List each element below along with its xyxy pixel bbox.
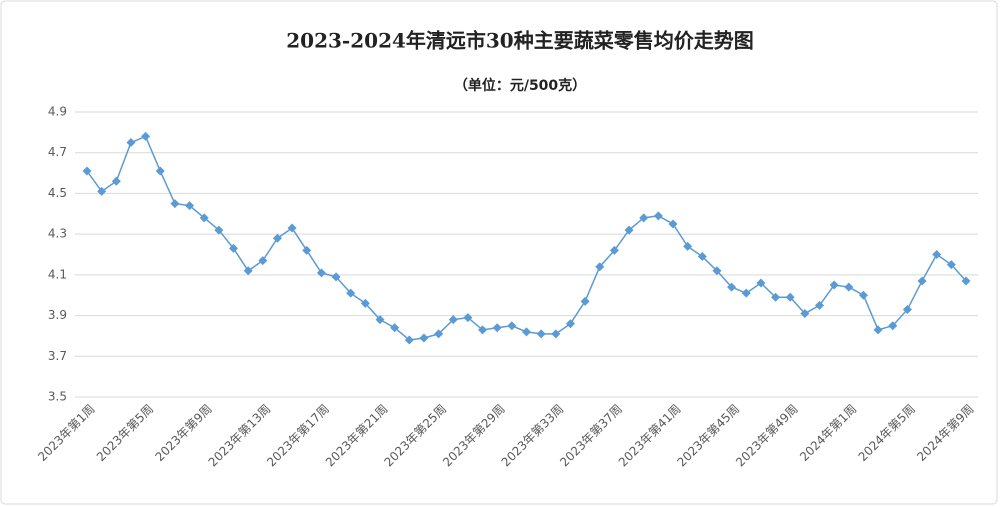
marker [683, 241, 693, 251]
marker [946, 260, 956, 270]
marker [243, 266, 253, 276]
marker [785, 292, 795, 302]
marker [902, 304, 912, 314]
y-tick-label: 4.1 [48, 267, 67, 281]
y-tick-label: 3.9 [48, 308, 67, 322]
marker [653, 211, 663, 221]
marker [771, 292, 781, 302]
marker [214, 225, 224, 235]
marker [829, 280, 839, 290]
marker [844, 282, 854, 292]
marker [404, 335, 414, 345]
marker [565, 319, 575, 329]
marker [463, 313, 473, 323]
marker [507, 321, 517, 331]
marker [639, 213, 649, 223]
marker [199, 213, 209, 223]
y-tick-label: 3.7 [48, 349, 67, 363]
marker [141, 131, 151, 141]
marker [287, 223, 297, 233]
chart-title: 2023-2024年清远市30种主要蔬菜零售均价走势图 [286, 29, 753, 53]
marker [536, 329, 546, 339]
marker [932, 250, 942, 259]
marker [185, 201, 195, 211]
chart-subtitle: （单位：元/500克） [454, 77, 586, 94]
marker [316, 268, 326, 278]
marker [272, 233, 282, 243]
marker [727, 282, 737, 292]
marker [155, 166, 165, 176]
y-tick-label: 4.5 [48, 186, 67, 200]
marker [858, 290, 868, 300]
marker [595, 262, 605, 272]
marker [756, 278, 766, 288]
marker [741, 288, 751, 298]
marker [448, 315, 458, 325]
y-tick-label: 4.7 [48, 145, 67, 159]
marker [170, 199, 180, 209]
marker [522, 327, 531, 337]
marker [712, 266, 722, 276]
marker [390, 323, 400, 333]
marker [478, 325, 488, 335]
marker [258, 256, 268, 266]
marker [331, 272, 341, 282]
marker [492, 323, 502, 333]
y-tick-label: 4.3 [48, 227, 67, 241]
marker [97, 186, 107, 196]
marker [360, 298, 370, 308]
y-tick-label: 4.9 [48, 105, 67, 119]
marker [873, 325, 883, 335]
marker [434, 329, 444, 339]
marker [668, 219, 678, 229]
marker [346, 288, 356, 298]
marker [888, 321, 898, 331]
marker [126, 138, 136, 148]
marker [419, 333, 429, 343]
marker [697, 252, 707, 262]
marker [624, 225, 634, 235]
marker [609, 245, 619, 255]
marker [917, 276, 927, 286]
marker [800, 309, 810, 319]
y-tick-label: 3.5 [48, 390, 67, 404]
marker [961, 276, 971, 286]
marker [815, 300, 824, 310]
marker [229, 243, 238, 253]
marker [302, 245, 312, 255]
marker [375, 315, 385, 325]
marker [551, 329, 561, 339]
marker [82, 166, 92, 176]
marker [111, 176, 121, 186]
marker [580, 296, 590, 306]
